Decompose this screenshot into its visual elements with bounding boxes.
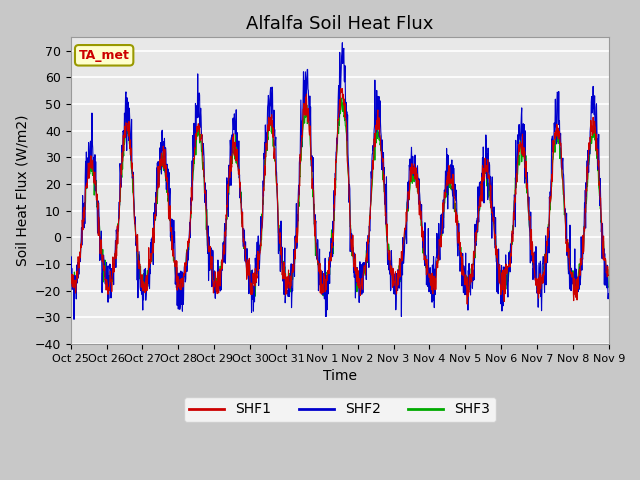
SHF3: [246, 278, 254, 284]
Legend: SHF1, SHF2, SHF3: SHF1, SHF2, SHF3: [184, 397, 496, 422]
SHF2: [424, 283, 431, 289]
SHF3: [498, 300, 506, 305]
SHF1: [605, 273, 612, 278]
SHF3: [338, 95, 346, 101]
SHF1: [67, 276, 74, 281]
X-axis label: Time: Time: [323, 369, 356, 383]
SHF3: [423, 275, 431, 280]
SHF3: [173, 282, 181, 288]
SHF3: [67, 277, 74, 283]
Text: TA_met: TA_met: [79, 49, 130, 62]
SHF2: [70, 316, 78, 322]
Line: SHF3: SHF3: [70, 98, 609, 302]
SHF1: [173, 288, 181, 293]
SHF3: [541, 265, 549, 271]
SHF2: [187, 208, 195, 214]
SHF1: [246, 286, 254, 292]
SHF1: [186, 219, 194, 225]
SHF3: [605, 284, 612, 290]
SHF2: [605, 291, 612, 297]
SHF2: [173, 279, 181, 285]
SHF2: [494, 247, 502, 253]
Line: SHF2: SHF2: [70, 43, 609, 319]
SHF1: [423, 269, 431, 275]
SHF3: [186, 219, 194, 225]
SHF1: [463, 301, 471, 307]
SHF1: [337, 85, 345, 91]
Title: Alfalfa Soil Heat Flux: Alfalfa Soil Heat Flux: [246, 15, 433, 33]
SHF1: [541, 251, 549, 257]
SHF2: [541, 262, 549, 268]
SHF2: [339, 40, 346, 46]
SHF2: [67, 283, 74, 288]
SHF1: [494, 260, 502, 266]
SHF2: [247, 290, 255, 296]
SHF3: [493, 253, 501, 259]
Y-axis label: Soil Heat Flux (W/m2): Soil Heat Flux (W/m2): [15, 115, 29, 266]
Line: SHF1: SHF1: [70, 88, 609, 304]
